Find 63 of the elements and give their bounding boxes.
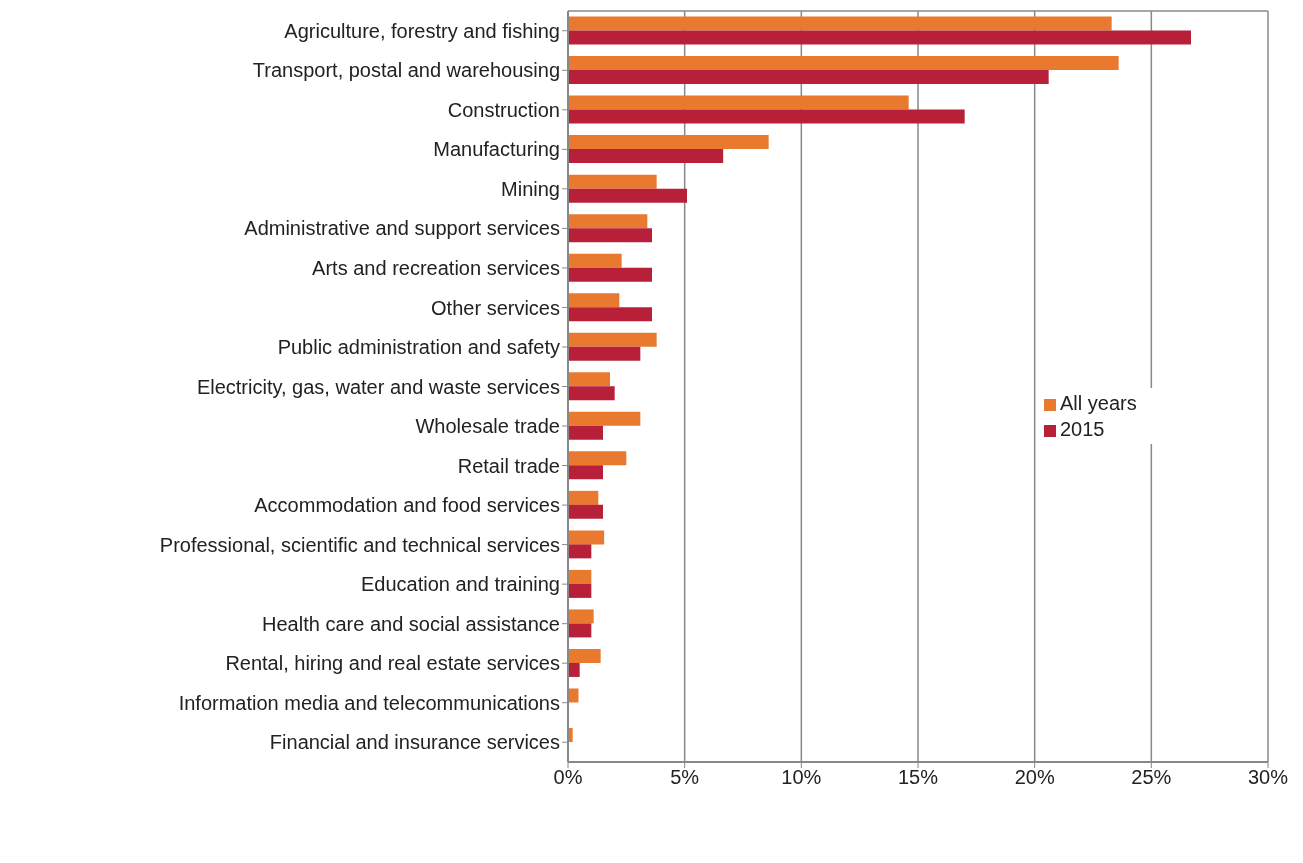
bar [568,228,652,243]
x-tick-label: 0% [553,766,583,789]
y-tick-label: Other services [431,296,560,319]
legend-label: 2015 [1060,418,1105,440]
bar [568,16,1112,31]
y-tick-label: Information media and telecommunications [178,691,560,714]
y-tick-label: Transport, postal and warehousing [252,59,560,82]
bar [568,530,605,545]
x-tick-label: 20% [1014,766,1055,789]
bar [568,293,620,308]
bar [568,174,657,189]
bar [568,267,652,282]
bar [568,149,724,164]
bar [568,569,592,584]
y-tick-label: Electricity, gas, water and waste services [196,375,560,398]
bar [568,372,610,387]
bar [568,662,580,677]
y-tick-label: Agriculture, forestry and fishing [284,19,560,42]
y-tick-label: Public administration and safety [277,336,560,359]
bar [568,451,627,466]
x-tick-label: 15% [897,766,939,789]
bar [568,504,603,519]
bar [568,109,965,124]
bar [568,609,594,624]
bar [568,411,641,426]
y-tick-label: Manufacturing [433,138,560,161]
y-tick-label: Construction [447,98,560,121]
x-tick-label: 5% [670,766,700,789]
bar [568,465,603,480]
bar [568,56,1119,71]
bar [568,214,648,229]
y-tick-label: Wholesale trade [415,415,560,438]
legend-label: All years [1060,392,1137,414]
bar [568,95,909,110]
bar [568,253,622,268]
bar [568,346,641,361]
bar [568,332,657,347]
bar [568,623,592,638]
y-tick-label: Administrative and support services [244,217,560,240]
y-tick-label: Arts and recreation services [312,257,560,280]
bar [568,544,592,559]
x-tick-label: 10% [781,766,822,789]
bar [568,688,579,703]
bar [568,307,652,322]
bar [568,490,599,505]
bar [568,70,1049,85]
bar [568,425,603,440]
bar [568,648,601,663]
y-tick-label: Health care and social assistance [262,612,560,635]
bar [568,188,687,203]
y-tick-label: Financial and insurance services [269,731,560,754]
bar [568,583,592,598]
y-tick-label: Retail trade [457,454,560,477]
y-tick-label: Rental, hiring and real estate services [225,652,560,675]
y-tick-label: Professional, scientific and technical services [159,533,560,556]
y-tick-label: Education and training [360,573,560,596]
bar [568,135,769,150]
x-tick-label: 25% [1131,766,1172,789]
y-tick-label: Accommodation and food services [254,494,560,517]
y-tick-label: Mining [501,177,560,200]
bar [568,386,615,401]
bar [568,30,1191,45]
x-tick-label: 30% [1247,766,1289,789]
